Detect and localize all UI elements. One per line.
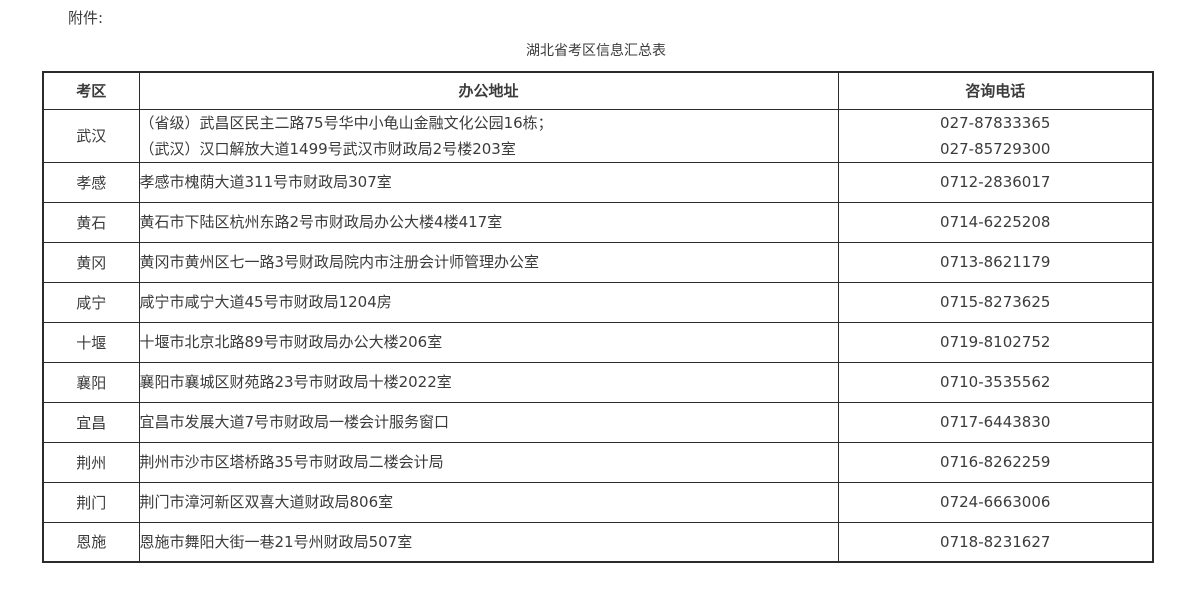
district-cell: 荆门 <box>42 481 140 523</box>
table-row: 黄冈 黄冈市黄州区七一路3号财政局院内市注册会计师管理办公室 0713-8621… <box>42 241 1154 283</box>
page-title: 湖北省考区信息汇总表 <box>526 43 666 59</box>
district-cell: 恩施 <box>42 521 140 563</box>
address-cell: 恩施市舞阳大街一巷21号州财政局507室 <box>138 521 839 563</box>
table-row: 黄石 黄石市下陆区杭州东路2号市财政局办公大楼4楼417室 0714-62252… <box>42 201 1154 243</box>
address-cell: （省级）武昌区民主二路75号华中小龟山金融文化公园16栋； （武汉）汉口解放大道… <box>138 108 839 163</box>
address-cell: 荆门市漳河新区双喜大道财政局806室 <box>138 481 839 523</box>
phone-cell: 0716-8262259 <box>837 441 1154 483</box>
district-cell: 武汉 <box>42 108 140 163</box>
address-cell: 咸宁市咸宁大道45号市财政局1204房 <box>138 281 839 323</box>
table-row: 武汉 （省级）武昌区民主二路75号华中小龟山金融文化公园16栋； （武汉）汉口解… <box>42 108 1154 163</box>
district-cell: 黄石 <box>42 201 140 243</box>
phone-cell: 0715-8273625 <box>837 281 1154 323</box>
phone-cell: 0713-8621179 <box>837 241 1154 283</box>
phone-cell: 0714-6225208 <box>837 201 1154 243</box>
table-row: 宜昌 宜昌市发展大道7号市财政局一楼会计服务窗口 0717-6443830 <box>42 401 1154 443</box>
phone-cell: 0724-6663006 <box>837 481 1154 523</box>
table-row: 荆州 荆州市沙市区塔桥路35号市财政局二楼会计局 0716-8262259 <box>42 441 1154 483</box>
table-body: 武汉 （省级）武昌区民主二路75号华中小龟山金融文化公园16栋； （武汉）汉口解… <box>42 108 1154 563</box>
district-cell: 黄冈 <box>42 241 140 283</box>
address-cell: 黄石市下陆区杭州东路2号市财政局办公大楼4楼417室 <box>138 201 839 243</box>
district-cell: 宜昌 <box>42 401 140 443</box>
attachment-label: 附件: <box>68 9 104 27</box>
column-header-address: 办公地址 <box>138 71 839 110</box>
phone-cell: 0719-8102752 <box>837 321 1154 363</box>
phone-cell: 027-87833365 027-85729300 <box>837 108 1154 163</box>
district-cell: 襄阳 <box>42 361 140 403</box>
district-cell: 荆州 <box>42 441 140 483</box>
table-row: 十堰 十堰市北京北路89号市财政局办公大楼206室 0719-8102752 <box>42 321 1154 363</box>
table-header-row: 考区 办公地址 咨询电话 <box>42 71 1154 110</box>
table-row: 襄阳 襄阳市襄城区财苑路23号市财政局十楼2022室 0710-3535562 <box>42 361 1154 403</box>
phone-cell: 0712-2836017 <box>837 161 1154 203</box>
address-cell: 荆州市沙市区塔桥路35号市财政局二楼会计局 <box>138 441 839 483</box>
address-cell: 宜昌市发展大道7号市财政局一楼会计服务窗口 <box>138 401 839 443</box>
phone-cell: 0710-3535562 <box>837 361 1154 403</box>
district-cell: 咸宁 <box>42 281 140 323</box>
table-row: 荆门 荆门市漳河新区双喜大道财政局806室 0724-6663006 <box>42 481 1154 523</box>
address-cell: 孝感市槐荫大道311号市财政局307室 <box>138 161 839 203</box>
table-row: 孝感 孝感市槐荫大道311号市财政局307室 0712-2836017 <box>42 161 1154 203</box>
address-cell: 十堰市北京北路89号市财政局办公大楼206室 <box>138 321 839 363</box>
exam-district-table: 考区 办公地址 咨询电话 武汉 （省级）武昌区民主二路75号华中小龟山金融文化公… <box>42 71 1154 563</box>
address-cell: 襄阳市襄城区财苑路23号市财政局十楼2022室 <box>138 361 839 403</box>
table-header: 考区 办公地址 咨询电话 <box>42 71 1154 110</box>
phone-cell: 0718-8231627 <box>837 521 1154 563</box>
table-row: 咸宁 咸宁市咸宁大道45号市财政局1204房 0715-8273625 <box>42 281 1154 323</box>
phone-cell: 0717-6443830 <box>837 401 1154 443</box>
district-cell: 十堰 <box>42 321 140 363</box>
address-cell: 黄冈市黄州区七一路3号财政局院内市注册会计师管理办公室 <box>138 241 839 283</box>
column-header-district: 考区 <box>42 71 140 110</box>
district-cell: 孝感 <box>42 161 140 203</box>
table-row: 恩施 恩施市舞阳大街一巷21号州财政局507室 0718-8231627 <box>42 521 1154 563</box>
column-header-phone: 咨询电话 <box>837 71 1154 110</box>
